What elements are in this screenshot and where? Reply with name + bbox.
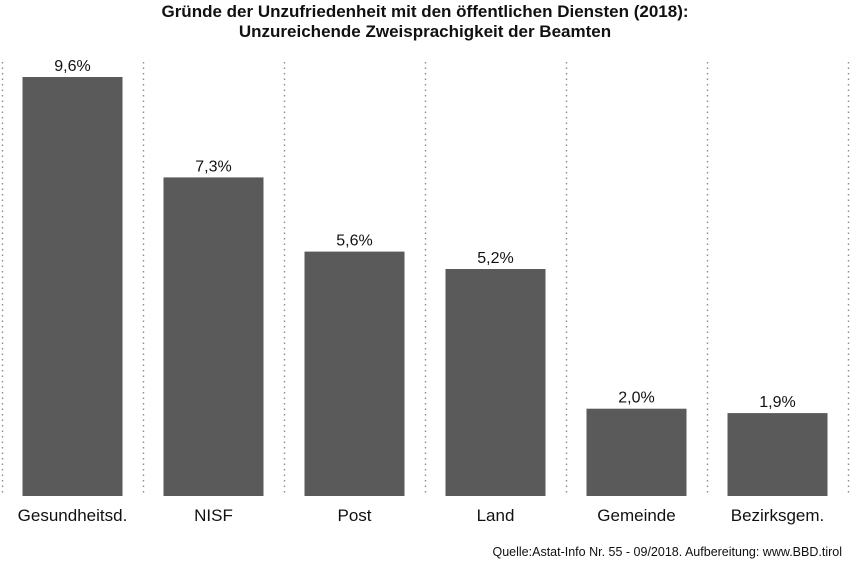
value-label-5: 1,9% [759,394,795,411]
value-label-4: 2,0% [618,390,654,407]
bar-4 [586,408,687,496]
bar-5 [727,413,828,496]
value-label-3: 5,2% [477,250,513,267]
value-label-2: 5,6% [336,233,372,250]
category-label-5: Bezirksgem. [731,506,825,525]
chart-title: Gründe der Unzufriedenheit mit den öffen… [161,2,689,21]
category-label-2: Post [337,506,371,525]
bar-3 [445,269,546,496]
category-label-1: NISF [194,506,233,525]
value-label-0: 9,6% [54,58,90,75]
chart-title-block: Gründe der Unzufriedenheit mit den öffen… [0,2,850,42]
category-label-3: Land [477,506,515,525]
value-label-group: 9,6% 7,3% 5,6% 5,2% 2,0% 1,9% [54,58,795,411]
bar-1 [163,177,264,496]
category-label-4: Gemeinde [597,506,675,525]
value-label-1: 7,3% [195,158,231,175]
separator-group [1,62,850,496]
category-label-group: Gesundheitsd. NISF Post Land Gemeinde Bezirks… [18,506,825,525]
chart-subtitle: Unzureichende Zweisprachigkeit der Beamt… [238,22,612,41]
bar-2 [304,251,405,496]
bar-0 [22,77,123,496]
source-note: Quelle:Astat-Info Nr. 55 - 09/2018. Aufb… [492,545,843,559]
category-label-0: Gesundheitsd. [18,506,128,525]
bar-group [22,77,828,496]
